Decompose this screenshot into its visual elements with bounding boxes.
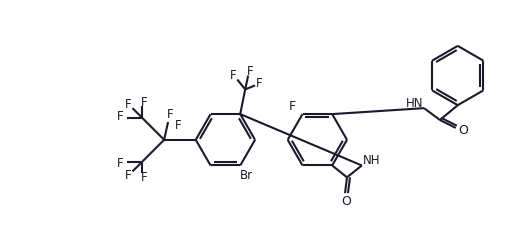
- Text: F: F: [230, 69, 236, 82]
- Text: O: O: [341, 195, 351, 208]
- Text: O: O: [459, 124, 469, 137]
- Text: F: F: [117, 110, 124, 122]
- Text: F: F: [247, 65, 254, 78]
- Text: F: F: [125, 169, 132, 182]
- Text: F: F: [125, 98, 132, 111]
- Text: F: F: [175, 120, 181, 132]
- Text: F: F: [141, 171, 148, 184]
- Text: F: F: [289, 100, 296, 113]
- Text: F: F: [256, 77, 263, 90]
- Text: HN: HN: [406, 97, 423, 110]
- Text: F: F: [167, 108, 173, 121]
- Text: F: F: [117, 157, 124, 170]
- Text: NH: NH: [363, 154, 381, 167]
- Text: Br: Br: [240, 169, 253, 182]
- Text: F: F: [141, 96, 148, 109]
